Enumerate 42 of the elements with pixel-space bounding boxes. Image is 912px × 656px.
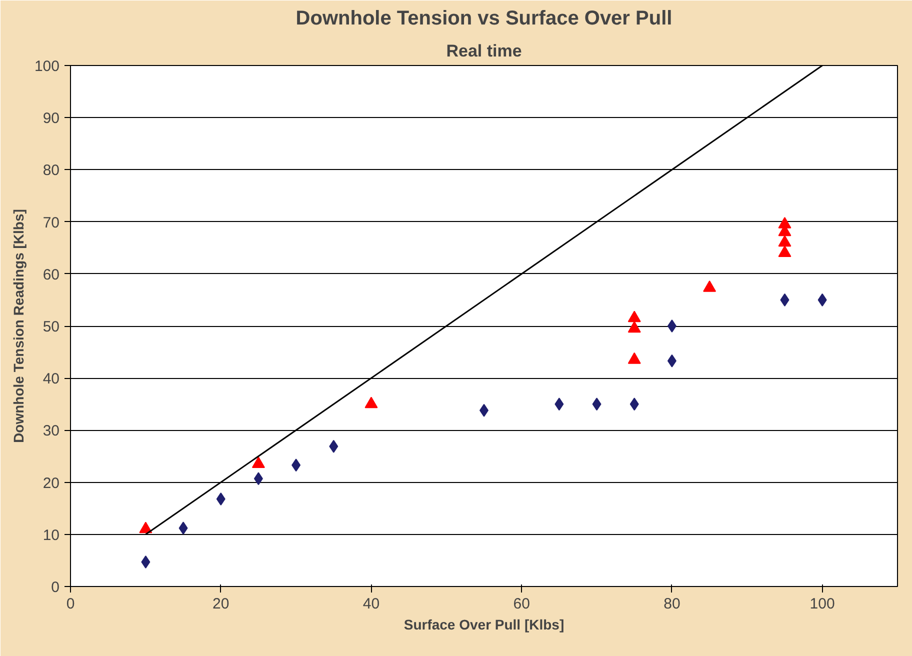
y-tick-label: 30 — [42, 422, 60, 440]
point — [592, 398, 602, 411]
point — [292, 458, 301, 472]
point — [364, 396, 378, 408]
y-axis-title: Downhole Tension Readings [Klbs] — [10, 209, 26, 443]
y-tick-label: 20 — [42, 474, 60, 492]
point — [628, 310, 641, 322]
point — [667, 320, 676, 332]
y-tick-label: 70 — [42, 214, 60, 232]
x-tick-label: 0 — [66, 596, 75, 612]
y-tick-label: 50 — [42, 318, 60, 336]
y-tick-label: 100 — [34, 58, 60, 75]
point — [778, 246, 792, 258]
point — [703, 280, 716, 292]
point — [252, 456, 265, 468]
point — [628, 352, 641, 364]
x-tick-label: 40 — [362, 596, 380, 612]
x-axis-title: Surface Over Pull [Klbs] — [404, 616, 564, 632]
y-tick-label: 60 — [42, 266, 60, 284]
y-tick-label: 40 — [42, 370, 60, 388]
x-tick-label: 20 — [212, 596, 230, 612]
x-tick-label: 60 — [513, 596, 530, 612]
point — [254, 472, 263, 486]
y-tick-label: 80 — [42, 162, 60, 180]
point — [329, 440, 338, 453]
point — [554, 398, 564, 411]
point — [141, 556, 150, 569]
point — [628, 321, 641, 333]
x-tick-label: 80 — [664, 596, 680, 612]
point — [178, 522, 188, 535]
y-tick-label: 90 — [42, 110, 60, 128]
point — [818, 293, 827, 306]
point — [216, 492, 226, 506]
chart-subtitle: Real time — [446, 42, 522, 60]
y-tick-label: 10 — [42, 526, 60, 544]
chart-title: Downhole Tension vs Surface Over Pull — [296, 8, 672, 30]
x-tick-label: 100 — [810, 596, 835, 612]
point — [667, 354, 676, 368]
point — [778, 235, 792, 247]
y-tick-label: 0 — [51, 579, 60, 596]
point — [780, 293, 790, 306]
point — [630, 398, 639, 411]
